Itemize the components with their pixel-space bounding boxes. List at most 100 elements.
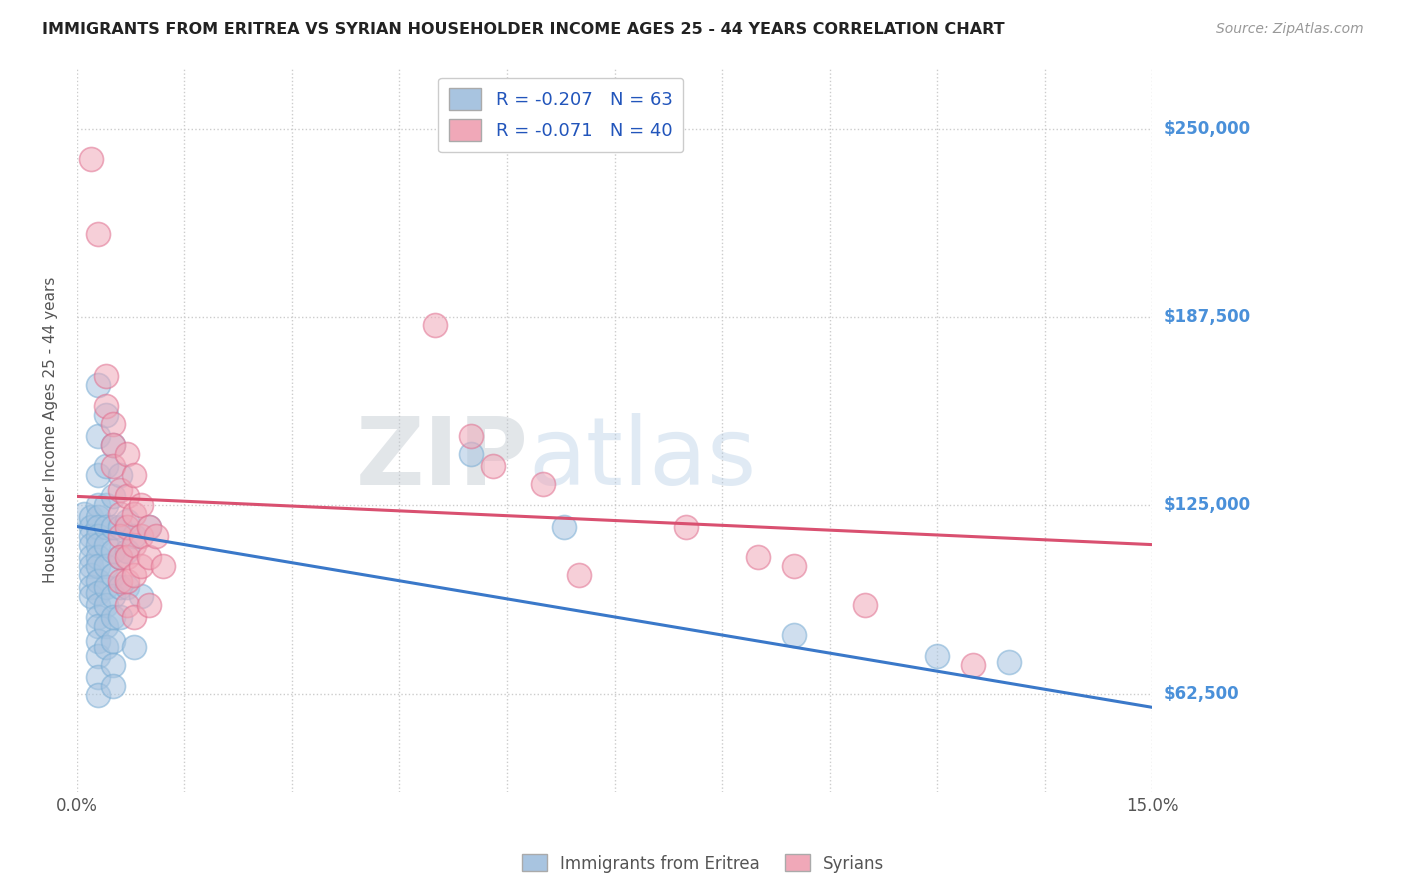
Point: [115, 519, 138, 533]
Text: $187,500: $187,500: [1163, 308, 1250, 326]
Point: [131, 558, 153, 573]
Point: [87, 227, 110, 242]
Point: [94, 640, 117, 654]
Text: atlas: atlas: [529, 413, 756, 505]
Point: [108, 528, 131, 542]
Point: [80, 519, 103, 533]
Point: [94, 538, 117, 552]
Point: [87, 688, 110, 702]
Point: [101, 679, 124, 693]
Point: [80, 589, 103, 603]
Point: [101, 543, 124, 558]
Point: [122, 610, 145, 624]
Point: [131, 499, 153, 513]
Point: [80, 549, 103, 564]
Point: [101, 589, 124, 603]
Point: [108, 574, 131, 588]
Text: $250,000: $250,000: [1163, 120, 1250, 137]
Point: [138, 519, 160, 533]
Point: [87, 538, 110, 552]
Point: [138, 549, 160, 564]
Point: [87, 378, 110, 392]
Point: [115, 514, 138, 528]
Point: [87, 598, 110, 612]
Point: [101, 610, 124, 624]
Point: [101, 567, 124, 582]
Text: $125,000: $125,000: [1163, 497, 1250, 515]
Point: [94, 368, 117, 383]
Point: [87, 649, 110, 664]
Point: [87, 610, 110, 624]
Point: [108, 468, 131, 483]
Point: [87, 634, 110, 648]
Point: [997, 655, 1019, 669]
Point: [94, 580, 117, 594]
Point: [138, 598, 160, 612]
Point: [568, 567, 591, 582]
Point: [783, 628, 806, 642]
Point: [531, 477, 554, 491]
Point: [87, 499, 110, 513]
Point: [87, 468, 110, 483]
Point: [747, 549, 769, 564]
Point: [87, 558, 110, 573]
Point: [101, 438, 124, 452]
Point: [87, 670, 110, 684]
Point: [122, 567, 145, 582]
Point: [927, 649, 949, 664]
Point: [87, 586, 110, 600]
Point: [122, 528, 145, 542]
Point: [122, 468, 145, 483]
Text: Source: ZipAtlas.com: Source: ZipAtlas.com: [1216, 22, 1364, 37]
Point: [108, 549, 131, 564]
Point: [108, 549, 131, 564]
Point: [80, 528, 103, 542]
Point: [115, 598, 138, 612]
Point: [131, 528, 153, 542]
Point: [460, 429, 482, 443]
Point: [101, 634, 124, 648]
Point: [108, 580, 131, 594]
Point: [553, 519, 575, 533]
Point: [87, 429, 110, 443]
Point: [94, 619, 117, 633]
Point: [675, 519, 697, 533]
Text: ZIP: ZIP: [356, 413, 529, 505]
Point: [152, 558, 174, 573]
Point: [94, 558, 117, 573]
Point: [101, 438, 124, 452]
Text: IMMIGRANTS FROM ERITREA VS SYRIAN HOUSEHOLDER INCOME AGES 25 - 44 YEARS CORRELAT: IMMIGRANTS FROM ERITREA VS SYRIAN HOUSEH…: [42, 22, 1005, 37]
Legend: Immigrants from Eritrea, Syrians: Immigrants from Eritrea, Syrians: [515, 847, 891, 880]
Point: [94, 598, 117, 612]
Point: [138, 519, 160, 533]
Point: [80, 558, 103, 573]
Point: [94, 519, 117, 533]
Point: [87, 619, 110, 633]
Point: [460, 447, 482, 461]
Point: [101, 417, 124, 431]
Point: [73, 508, 96, 522]
Point: [122, 640, 145, 654]
Point: [80, 580, 103, 594]
Point: [94, 399, 117, 413]
Point: [115, 447, 138, 461]
Point: [80, 538, 103, 552]
Point: [80, 567, 103, 582]
Point: [131, 589, 153, 603]
Point: [122, 508, 145, 522]
Y-axis label: Householder Income Ages 25 - 44 years: Householder Income Ages 25 - 44 years: [44, 277, 58, 583]
Point: [962, 658, 984, 673]
Point: [115, 543, 138, 558]
Point: [94, 499, 117, 513]
Point: [115, 580, 138, 594]
Point: [108, 483, 131, 498]
Point: [108, 610, 131, 624]
Point: [94, 408, 117, 422]
Point: [87, 574, 110, 588]
Point: [87, 510, 110, 524]
Point: [115, 549, 138, 564]
Point: [101, 519, 124, 533]
Point: [425, 318, 447, 332]
Point: [80, 510, 103, 524]
Point: [101, 658, 124, 673]
